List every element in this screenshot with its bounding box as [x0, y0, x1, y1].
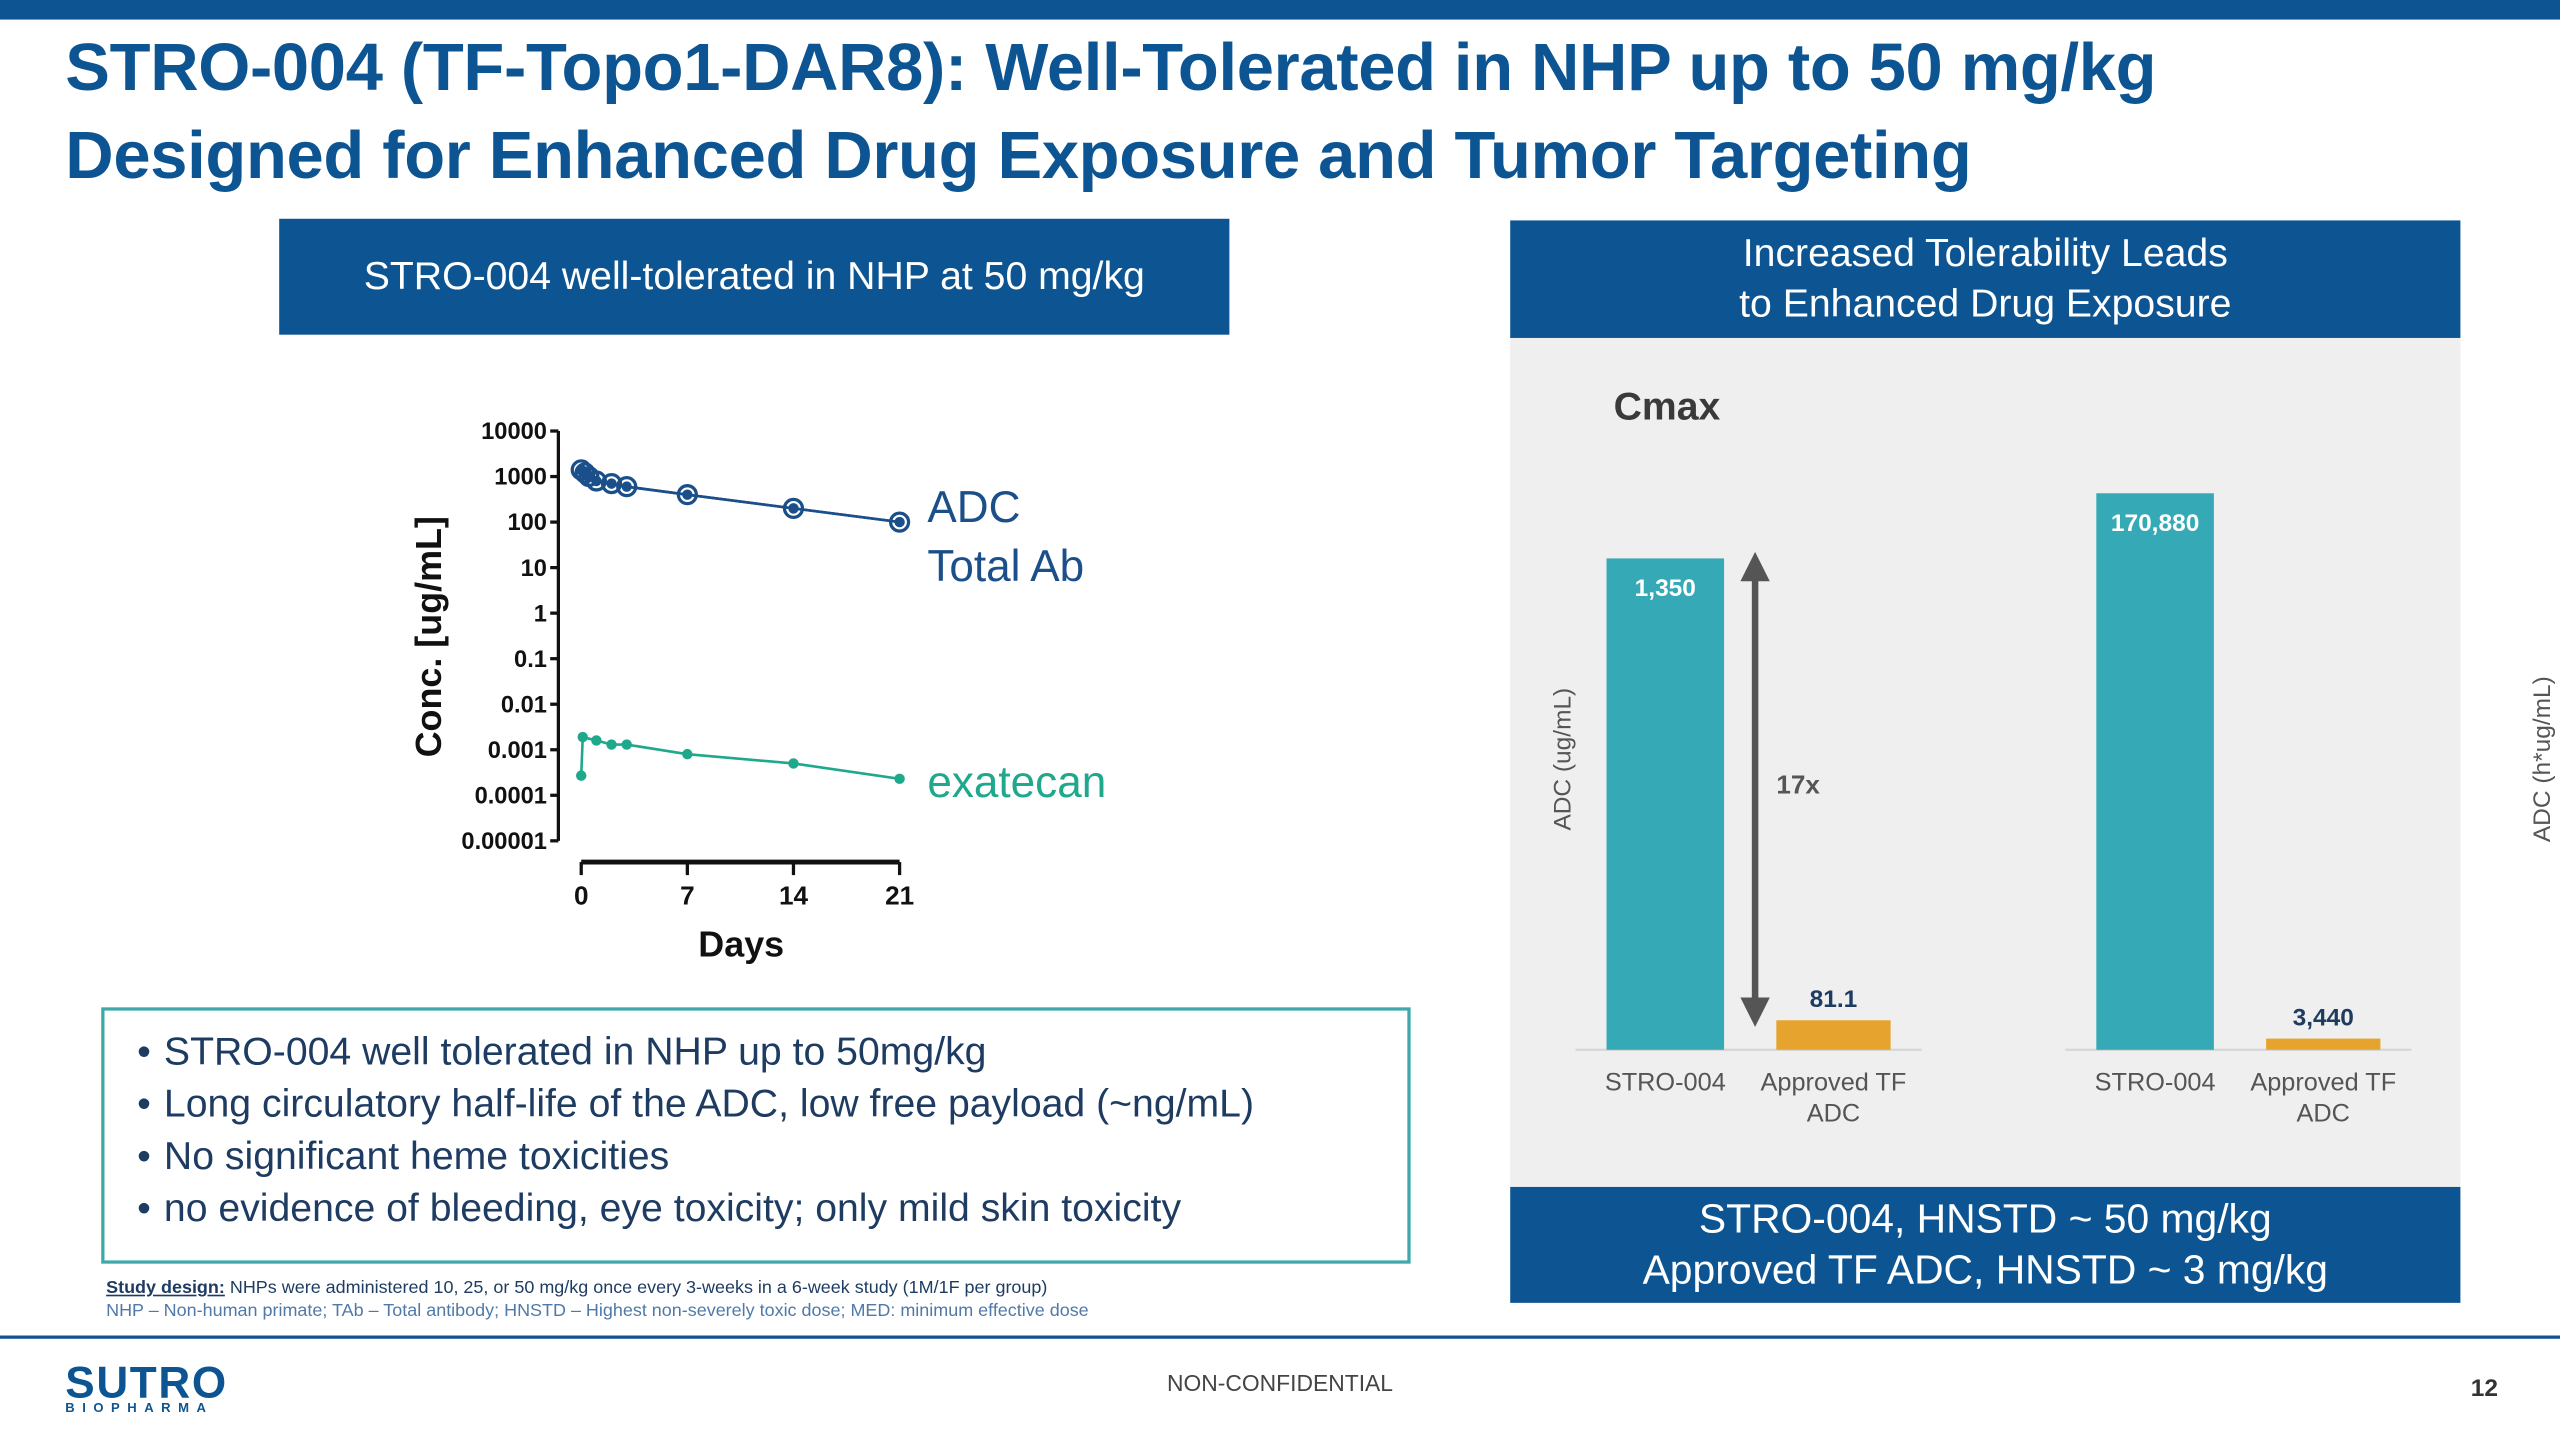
- top-bar: [0, 0, 2560, 20]
- series-label: Total Ab: [927, 542, 1084, 591]
- category-label: STRO-004: [2094, 1069, 2216, 1098]
- left-heading: STRO-004 well-tolerated in NHP at 50 mg/…: [279, 218, 1230, 335]
- point: [606, 739, 617, 750]
- bullet-list: STRO-004 well tolerated in NHP up to 50m…: [137, 1027, 1407, 1236]
- footnote: NHP – Non-human primate; TAb – Total ant…: [106, 1301, 1089, 1321]
- category-label-box: STRO-004: [2094, 1069, 2216, 1098]
- x-axis-label: Days: [698, 924, 784, 965]
- chart-title: Cmax: [1614, 386, 1721, 429]
- y-axis-label: Conc. [ug/mL]: [408, 516, 449, 757]
- category-label: Approved TF ADC: [1760, 1069, 1907, 1129]
- conclusion-box: STRO-004, HNSTD ~ 50 mg/kg Approved TF A…: [1510, 1186, 2461, 1303]
- point: [894, 773, 905, 785]
- y-tick-label: 1000: [494, 465, 547, 491]
- point: [591, 735, 602, 746]
- category-label: STRO-004: [1604, 1069, 1726, 1098]
- bar: [2266, 1038, 2381, 1050]
- slide-title: STRO-004 (TF-Topo1-DAR8): Well-Tolerated…: [65, 23, 2156, 199]
- y-tick-label: 1: [534, 601, 547, 627]
- annotation: 17x: [1776, 769, 1820, 799]
- point: [600, 472, 623, 495]
- bar: [2096, 493, 2214, 1050]
- page-number: 12: [2470, 1374, 2498, 1403]
- logo-sub: BIOPHARMA: [65, 1400, 214, 1416]
- point: [575, 770, 587, 781]
- y-tick-label: 10: [521, 556, 547, 582]
- bullet: Long circulatory half-life of the ADC, l…: [137, 1079, 1407, 1131]
- x-tick-label: 14: [779, 880, 809, 910]
- arrow-head: [1740, 997, 1770, 1027]
- conclusion-line: STRO-004, HNSTD ~ 50 mg/kg: [1698, 1195, 2272, 1242]
- footer-rule: [0, 1335, 2560, 1339]
- point: [788, 758, 799, 769]
- heading-line: Increased Tolerability Leads: [1742, 231, 2228, 276]
- y-tick-label: 0.001: [488, 738, 547, 764]
- x-tick-label: 7: [680, 880, 695, 910]
- study-notes: Study design: NHPs were administered 10,…: [106, 1277, 1089, 1323]
- y-axis-label: ADC (ug/mL): [1550, 688, 1577, 831]
- value-label: 3,440: [2293, 1005, 2354, 1032]
- value-label: 81.1: [1810, 986, 1858, 1013]
- category-label: Approved TF ADC: [2250, 1069, 2397, 1129]
- conclusion-line: Approved TF ADC, HNSTD ~ 3 mg/kg: [1642, 1246, 2329, 1293]
- x-tick-label: 21: [885, 880, 914, 910]
- point: [616, 476, 638, 498]
- x-tick-label: 0: [574, 880, 589, 910]
- point: [782, 497, 805, 519]
- heading-line: to Enhanced Drug Exposure: [1739, 282, 2232, 327]
- title-line: STRO-004 (TF-Topo1-DAR8): Well-Tolerated…: [65, 29, 2157, 105]
- bullet: No significant heme toxicities: [137, 1131, 1407, 1183]
- y-tick-label: 0.1: [514, 647, 547, 673]
- point: [888, 511, 911, 533]
- value-label: 170,880: [2111, 510, 2199, 537]
- value-label: 1,350: [1635, 575, 1696, 602]
- category-label-box: Approved TF ADC: [2250, 1069, 2397, 1129]
- arrow-head: [1740, 551, 1770, 582]
- point: [682, 748, 693, 760]
- series-label: ADC: [927, 483, 1020, 532]
- point: [621, 739, 632, 750]
- series-line: [580, 468, 900, 524]
- y-tick-label: 100: [507, 510, 546, 536]
- point: [577, 731, 588, 743]
- bar: [1606, 558, 1725, 1050]
- point: [585, 470, 607, 492]
- y-tick-label: 0.01: [501, 692, 547, 718]
- classification: NON-CONFIDENTIAL: [1166, 1369, 1394, 1396]
- logo: SUTRO: [65, 1358, 228, 1408]
- point: [676, 484, 698, 506]
- study-text: NHPs were administered 10, 25, or 50 mg/…: [229, 1278, 1048, 1298]
- y-tick-label: 0.00001: [461, 829, 547, 855]
- y-tick-label: 10000: [481, 419, 547, 445]
- category-label-box: STRO-004: [1604, 1069, 1726, 1098]
- bar: [1776, 1020, 1891, 1050]
- study-label: Study design:: [106, 1278, 225, 1298]
- category-label-box: Approved TF ADC: [1760, 1069, 1907, 1129]
- bullet: STRO-004 well tolerated in NHP up to 50m…: [137, 1027, 1407, 1079]
- bullet: no evidence of bleeding, eye toxicity; o…: [137, 1184, 1407, 1236]
- title-line: Designed for Enhanced Drug Exposure and …: [65, 117, 1972, 193]
- y-tick-label: 0.0001: [475, 783, 547, 809]
- bullet-box: STRO-004 well tolerated in NHP up to 50m…: [101, 1007, 1411, 1264]
- y-axis-label: ADC (h*ug/mL): [2529, 676, 2556, 842]
- heading-text: STRO-004 well-tolerated in NHP at 50 mg/…: [363, 253, 1145, 298]
- right-heading: Increased Tolerability Leads to Enhanced…: [1510, 220, 2461, 338]
- series-label: exatecan: [927, 758, 1106, 807]
